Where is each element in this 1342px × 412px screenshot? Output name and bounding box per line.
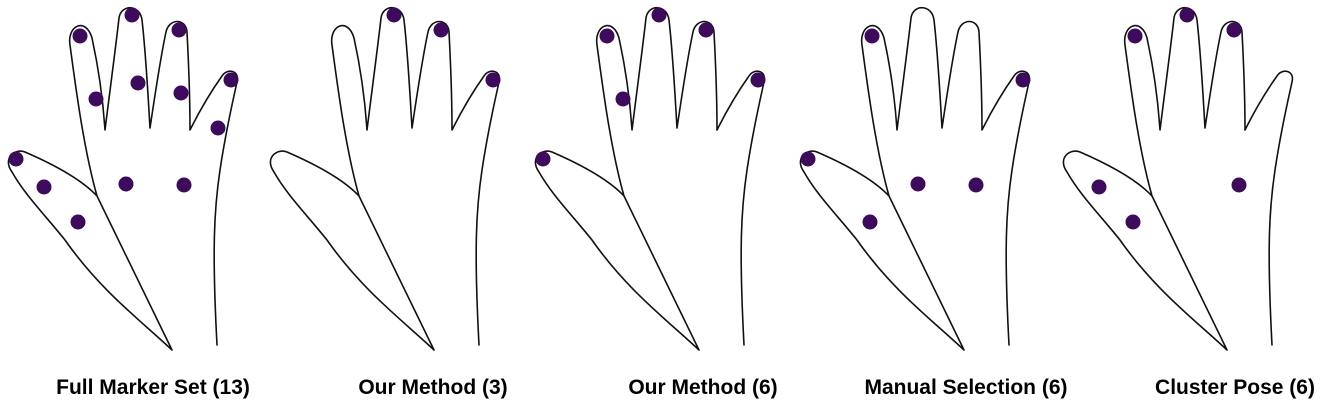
marker-middle-mid (131, 76, 146, 91)
caption-manual-selection: Manual Selection (6) (864, 376, 1067, 400)
marker-index-tip (600, 29, 615, 44)
marker-wrist-thumb (863, 215, 878, 230)
marker-wrist-thumb (71, 215, 86, 230)
marker-ring-tip (172, 23, 187, 38)
marker-ring-tip (434, 23, 449, 38)
marker-index-tip (73, 29, 88, 44)
marker-ring-tip (1227, 23, 1242, 38)
hand-panel-manual-selection (800, 8, 1030, 350)
marker-thumb-mid (37, 180, 52, 195)
marker-index-tip (1128, 29, 1143, 44)
marker-palm-right (969, 178, 984, 193)
marker-ring-tip (699, 23, 714, 38)
marker-thumb-tip (9, 152, 24, 167)
marker-pinky-tip (1016, 73, 1031, 88)
marker-middle-tip (652, 8, 667, 23)
marker-pinky-tip (751, 73, 766, 88)
marker-palm-left (119, 177, 134, 192)
marker-pinky-tip (486, 73, 501, 88)
marker-thumb-mid (1092, 180, 1107, 195)
marker-palm-left (911, 177, 926, 192)
hand-panel-full-marker-set (8, 8, 238, 351)
marker-middle-tip (387, 8, 402, 23)
marker-thumb-tip (801, 152, 816, 167)
hand-panel-our-method-6 (535, 8, 765, 351)
marker-ring-mid (174, 86, 189, 101)
marker-palm-right (177, 178, 192, 193)
hand-panel-our-method-3 (270, 8, 500, 351)
marker-thumb-tip (536, 152, 551, 167)
hand-outline (535, 8, 764, 350)
marker-index-mid (616, 92, 631, 107)
marker-middle-tip (1180, 8, 1195, 23)
caption-cluster-pose: Cluster Pose (6) (1155, 376, 1315, 400)
marker-middle-tip (125, 8, 140, 23)
caption-our-method-6: Our Method (6) (628, 376, 777, 400)
hand-panel-cluster-pose (1063, 8, 1292, 351)
marker-index-tip (865, 29, 880, 44)
caption-our-method-3: Our Method (3) (358, 376, 507, 400)
marker-wrist-thumb (1126, 215, 1141, 230)
marker-pinky-tip (224, 73, 239, 88)
hand-outline (270, 8, 499, 350)
marker-pinky-mid (211, 121, 226, 136)
hand-outline (1063, 8, 1292, 350)
marker-palm-right (1232, 178, 1247, 193)
marker-index-mid (89, 92, 104, 107)
caption-full-marker-set: Full Marker Set (13) (56, 376, 250, 400)
